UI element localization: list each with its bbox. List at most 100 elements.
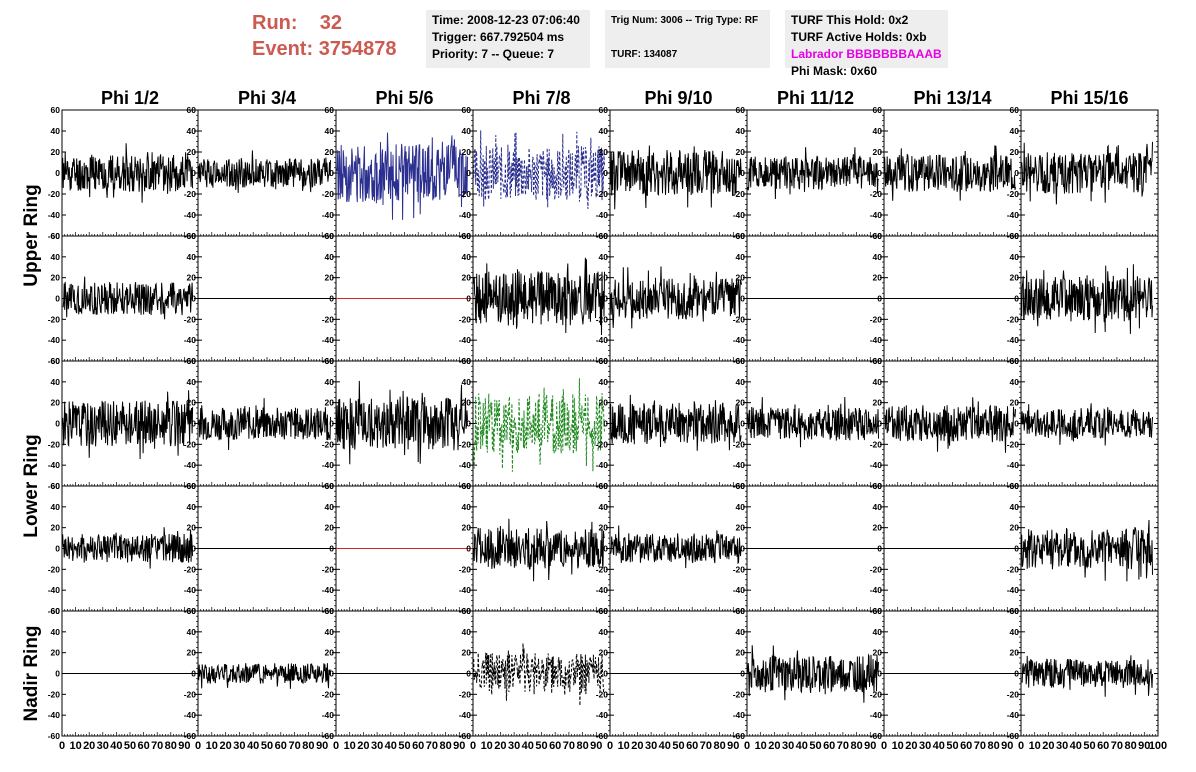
- y-tick-label: 40: [1010, 627, 1020, 637]
- y-tick-label: 0: [740, 669, 745, 679]
- y-tick-label: 0: [603, 294, 608, 304]
- y-tick-label: -20: [733, 189, 746, 199]
- x-tick-label: 90: [453, 740, 465, 752]
- run-label: Run:: [252, 12, 298, 34]
- y-tick-label: 60: [51, 356, 61, 366]
- x-tick-label: 20: [219, 740, 231, 752]
- x-tick-label: 20: [357, 740, 369, 752]
- waveform-trace: [747, 396, 879, 448]
- waveform-trace: [747, 147, 879, 200]
- trigger-text: Trigger: 667.792504 ms: [432, 30, 565, 44]
- x-tick-label: 20: [768, 740, 780, 752]
- x-tick-label: 70: [426, 740, 438, 752]
- y-tick-label: -20: [596, 689, 609, 699]
- x-tick-label: 30: [371, 740, 383, 752]
- y-tick-label: 0: [329, 294, 334, 304]
- y-tick-label: 20: [462, 147, 472, 157]
- y-tick-label: 20: [462, 273, 472, 283]
- y-tick-label: 20: [873, 648, 883, 658]
- y-tick-label: -60: [48, 731, 61, 741]
- y-tick-label: 40: [599, 252, 609, 262]
- y-tick-label: 40: [187, 377, 197, 387]
- x-tick-label: 10: [481, 740, 493, 752]
- y-tick-label: -20: [733, 564, 746, 574]
- y-tick-label: 0: [55, 419, 60, 429]
- y-tick-label: -40: [184, 210, 197, 220]
- x-tick-label: 80: [987, 740, 999, 752]
- y-tick-label: 0: [1014, 168, 1019, 178]
- y-tick-label: -40: [596, 335, 609, 345]
- y-tick-label: -20: [733, 439, 746, 449]
- y-tick-label: -20: [1007, 564, 1020, 574]
- y-tick-label: 20: [187, 398, 197, 408]
- y-tick-label: 0: [466, 669, 471, 679]
- y-tick-label: -20: [184, 564, 197, 574]
- y-tick-label: 0: [55, 168, 60, 178]
- y-tick-label: 40: [599, 126, 609, 136]
- turf-text: TURF: 134087: [611, 49, 678, 60]
- y-tick-label: 60: [187, 105, 197, 115]
- waveform-trace: [1021, 403, 1153, 446]
- x-tick-label: 80: [850, 740, 862, 752]
- y-tick-label: 40: [187, 627, 197, 637]
- y-tick-label: 40: [325, 502, 335, 512]
- y-tick-label: -20: [48, 564, 61, 574]
- waveform-trace: [336, 132, 468, 220]
- x-tick-label: 90: [1001, 740, 1013, 752]
- y-tick-label: 60: [325, 105, 335, 115]
- y-tick-label: -60: [48, 481, 61, 491]
- x-tick-label: 30: [782, 740, 794, 752]
- x-tick-label: 0: [881, 740, 887, 752]
- y-tick-label: 20: [187, 273, 197, 283]
- y-tick-label: -40: [184, 460, 197, 470]
- x-tick-label: 40: [933, 740, 945, 752]
- y-tick-label: -40: [596, 210, 609, 220]
- waveform-trace: [610, 145, 742, 210]
- y-tick-label: 40: [325, 126, 335, 136]
- x-tick-label: 60: [275, 740, 287, 752]
- y-tick-label: -20: [48, 189, 61, 199]
- y-tick-label: -20: [48, 689, 61, 699]
- y-tick-label: -40: [322, 585, 335, 595]
- y-tick-label: 60: [873, 481, 883, 491]
- x-tick-label: 0: [1018, 740, 1024, 752]
- y-tick-label: 20: [1010, 398, 1020, 408]
- y-tick-label: 60: [187, 356, 197, 366]
- x-tick-label: 10: [206, 740, 218, 752]
- y-tick-label: 60: [462, 105, 472, 115]
- y-tick-label: 40: [736, 252, 746, 262]
- y-tick-label: -20: [459, 189, 472, 199]
- y-tick-label: 60: [1010, 606, 1020, 616]
- x-tick-label: 90: [316, 740, 328, 752]
- x-tick-label: 60: [412, 740, 424, 752]
- y-tick-label: 60: [187, 231, 197, 241]
- y-tick-label: -20: [870, 314, 883, 324]
- x-tick-label: 10: [618, 740, 630, 752]
- y-tick-label: 0: [1014, 294, 1019, 304]
- y-tick-label: 20: [187, 523, 197, 533]
- y-tick-label: -40: [322, 710, 335, 720]
- y-tick-label: -40: [733, 585, 746, 595]
- y-tick-label: 40: [325, 377, 335, 387]
- y-tick-label: 0: [603, 544, 608, 554]
- y-tick-label: 40: [187, 502, 197, 512]
- x-tick-label: 0: [607, 740, 613, 752]
- y-tick-label: -20: [184, 689, 197, 699]
- y-tick-label: 60: [736, 105, 746, 115]
- phi-label: Phi 15/16: [1050, 88, 1128, 108]
- y-tick-label: 40: [599, 627, 609, 637]
- trig-info-box: Trig Num: 3006 -- Trig Type: RF TURF: 13…: [605, 10, 770, 68]
- phi-label: Phi 9/10: [644, 88, 712, 108]
- y-tick-label: 0: [877, 294, 882, 304]
- y-tick-label: 60: [873, 105, 883, 115]
- y-tick-label: 40: [51, 252, 61, 262]
- y-tick-label: -60: [184, 731, 197, 741]
- y-tick-label: -40: [1007, 335, 1020, 345]
- x-tick-label: 0: [744, 740, 750, 752]
- y-tick-label: -40: [48, 460, 61, 470]
- y-tick-label: -20: [459, 689, 472, 699]
- x-tick-label: 0: [195, 740, 201, 752]
- x-tick-label: 70: [563, 740, 575, 752]
- y-tick-label: 40: [736, 627, 746, 637]
- phi-label: Phi 1/2: [101, 88, 159, 108]
